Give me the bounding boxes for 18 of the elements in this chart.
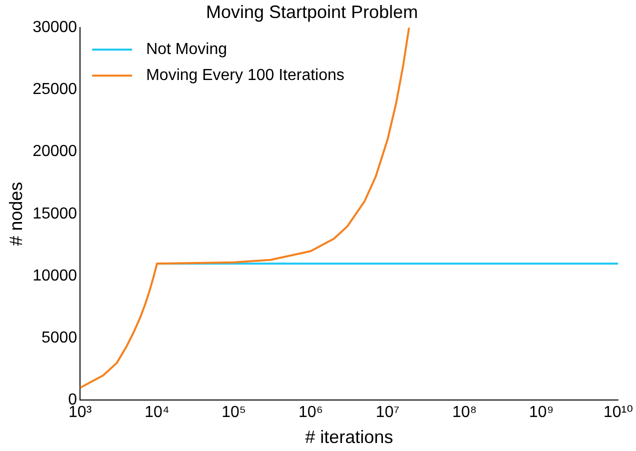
legend-label: Not Moving	[146, 41, 228, 58]
x-axis-title: # iterations	[305, 427, 394, 448]
y-tick-label: 25000	[32, 81, 78, 98]
y-axis-title: # nodes	[6, 182, 26, 246]
y-tick-label: 5000	[42, 330, 78, 347]
x-tick-label: 10⁹	[529, 404, 554, 422]
y-tick-label: 30000	[32, 19, 78, 36]
y-tick-label: 15000	[32, 205, 78, 222]
chart-title: Moving Startpoint Problem	[206, 2, 418, 22]
y-tick-label: 20000	[32, 143, 78, 160]
x-tick-label: 10⁸	[452, 404, 477, 422]
legend-label: Moving Every 100 Iterations	[146, 67, 344, 84]
y-tick-label: 10000	[32, 267, 78, 284]
x-tick-label: 10⁴	[144, 404, 170, 422]
x-tick-label: 10¹⁰	[603, 404, 634, 422]
x-tick-label: 10⁵	[222, 404, 246, 422]
x-tick-label: 10⁷	[376, 404, 400, 422]
x-tick-label: 10⁶	[298, 404, 323, 422]
